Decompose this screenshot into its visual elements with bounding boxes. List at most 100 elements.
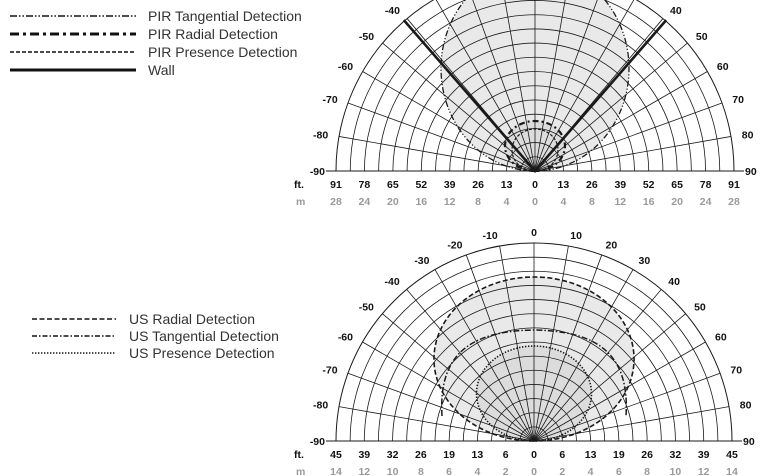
pir-tangential-curve <box>440 0 630 172</box>
detection-patterns <box>433 276 635 442</box>
ft-tick-label: 78 <box>359 179 371 191</box>
angle-label: -10 <box>483 230 498 242</box>
m-tick-label: 12 <box>358 466 370 476</box>
legend-swatch-dash-dot-dot <box>10 15 136 17</box>
grid-ray <box>534 0 635 172</box>
legend-label: PIR Radial Detection <box>148 26 278 42</box>
angle-label: -90 <box>310 436 325 448</box>
angle-label: 90 <box>743 436 755 448</box>
legend-item-us-presence: US Presence Detection <box>32 345 275 361</box>
m-unit-label: m <box>296 466 305 476</box>
ft-tick-label: 39 <box>444 179 456 191</box>
ft-tick-label: 26 <box>472 179 484 191</box>
angle-labels: -90 -80 -70 -60 -50 -40 40 50 60 70 80 90 <box>310 5 757 178</box>
grid-ray <box>347 102 536 172</box>
m-tick-label: 12 <box>444 196 456 208</box>
m-tick-label: 6 <box>446 466 452 476</box>
m-tick-label: 20 <box>387 196 399 208</box>
ft-tick-label: 13 <box>585 449 597 461</box>
m-tick-label: 4 <box>474 466 480 476</box>
grid-ray <box>434 269 535 442</box>
ft-tick-label: 65 <box>671 179 683 191</box>
ft-tick-label: 45 <box>726 449 738 461</box>
ft-unit-label: ft. <box>294 449 304 461</box>
angle-label: 0 <box>531 227 537 239</box>
m-tick-label: 4 <box>588 466 594 476</box>
m-tick-label: 0 <box>532 196 538 208</box>
m-tick-label: 0 <box>531 466 537 476</box>
grid-ray <box>472 0 536 172</box>
m-tick-label: 24 <box>700 196 712 208</box>
grid-ray <box>338 406 535 442</box>
m-tick-label: 16 <box>415 196 427 208</box>
m-tick-label: 12 <box>614 196 626 208</box>
wall-lines <box>402 19 668 173</box>
legend-item-pir-radial: PIR Radial Detection <box>10 26 278 42</box>
ft-tick-label: 13 <box>472 449 484 461</box>
ft-tick-label: 19 <box>443 449 455 461</box>
angle-labels: -90 -80 -70 -60 -50 -40 -30 -20 -10 0 10 20 30 40 50 60… <box>310 227 755 448</box>
legend-label: PIR Presence Detection <box>148 44 298 60</box>
m-tick-label: 10 <box>387 466 399 476</box>
pir-radial-curve <box>503 119 567 173</box>
ft-tick-label: 6 <box>503 449 509 461</box>
ft-tick-label: 65 <box>387 179 399 191</box>
m-tick-label: 8 <box>418 466 424 476</box>
ft-tick-label: 39 <box>358 449 370 461</box>
ft-tick-label: 32 <box>670 449 682 461</box>
ft-tick-label: 26 <box>586 179 598 191</box>
angle-label: -50 <box>359 302 374 314</box>
grid-ray <box>435 0 536 172</box>
legend-swatch-dash-dot <box>32 335 116 337</box>
grid-ray <box>533 406 730 442</box>
angle-label: 60 <box>717 61 729 73</box>
legend-swatch-solid <box>10 68 136 72</box>
angle-label: -40 <box>385 5 400 17</box>
m-tick-label: 12 <box>698 466 710 476</box>
angle-label: -30 <box>414 255 429 267</box>
m-tick-label: 2 <box>503 466 509 476</box>
ft-tick-label: 0 <box>532 179 538 191</box>
grid-ray <box>534 136 732 172</box>
m-tick-label: 16 <box>643 196 655 208</box>
angle-label: 60 <box>715 332 727 344</box>
grid-ray <box>533 313 686 442</box>
ft-tick-label: 26 <box>415 449 427 461</box>
grid-ray <box>534 42 688 172</box>
legend-item-pir-tangential: PIR Tangential Detection <box>10 8 302 24</box>
angle-label: 80 <box>740 400 752 412</box>
legend-item-wall: Wall <box>10 62 175 78</box>
grid-ray <box>533 245 569 442</box>
us-radial-curve <box>433 276 635 442</box>
pir-presence-curve <box>511 128 559 172</box>
angle-label: -50 <box>359 31 374 43</box>
m-tick-label: 28 <box>728 196 740 208</box>
grid-ray <box>504 0 536 172</box>
grid-ray <box>406 289 535 442</box>
m-tick-label: 8 <box>475 196 481 208</box>
angle-label: 70 <box>732 94 744 106</box>
m-tick-label: 4 <box>560 196 566 208</box>
grid-ray <box>382 313 535 442</box>
angle-label: 50 <box>696 31 708 43</box>
ft-unit-label: ft. <box>294 179 304 191</box>
ft-tick-label: 19 <box>613 449 625 461</box>
ft-tick-label: 45 <box>330 449 342 461</box>
legend-label: US Presence Detection <box>129 345 275 361</box>
grid-ray <box>362 341 535 442</box>
legend-label: US Tangential Detection <box>129 328 279 344</box>
m-tick-label: 2 <box>559 466 565 476</box>
angle-label: 90 <box>745 166 757 178</box>
ft-tick-label: 39 <box>614 179 626 191</box>
angle-label: -70 <box>322 365 337 377</box>
ft-tick-label: 26 <box>641 449 653 461</box>
legend-label: Wall <box>148 62 175 78</box>
detection-patterns <box>402 0 668 173</box>
m-tick-label: 28 <box>330 196 342 208</box>
grid-ray <box>533 289 662 442</box>
legend-swatch-dash-dot <box>10 32 136 36</box>
legend-swatch-dashed <box>10 51 136 53</box>
ft-tick-label: 91 <box>728 179 740 191</box>
